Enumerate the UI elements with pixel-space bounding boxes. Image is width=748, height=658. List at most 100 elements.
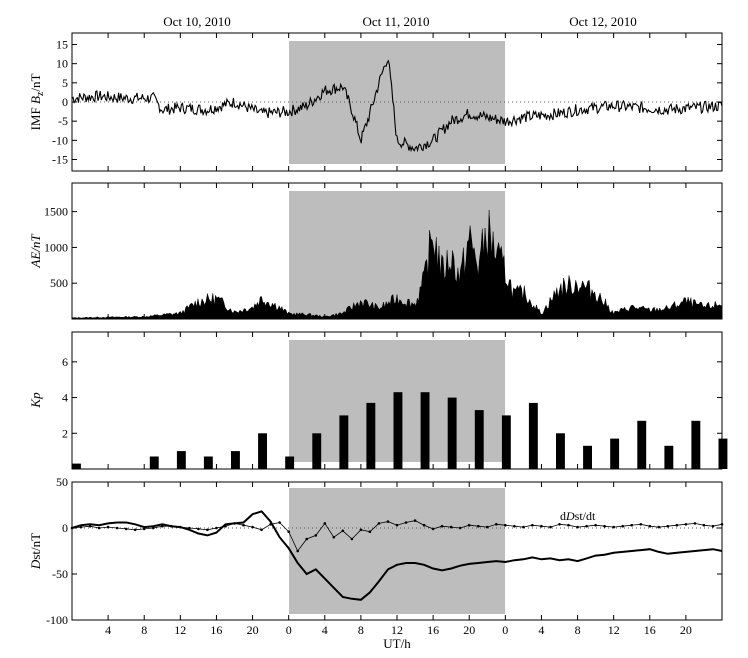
x-tick-label: 20	[463, 623, 475, 637]
ddst-point	[350, 537, 354, 541]
ddst-point	[440, 524, 444, 528]
y-tick-label: 15	[56, 38, 68, 52]
ddst-point	[513, 524, 516, 528]
kp-bar	[149, 456, 159, 469]
x-tick-label: 16	[427, 623, 439, 637]
ddst-point	[486, 525, 489, 529]
kp-bar	[393, 392, 403, 469]
panel-frame-3	[71, 331, 723, 470]
ddst-point	[260, 528, 263, 532]
ddst-point	[170, 524, 173, 528]
x-tick-label: 4	[105, 623, 111, 637]
panel-kp: 6 4 2 Kp	[28, 331, 728, 470]
x-tick-label: 12	[391, 623, 403, 637]
ddst-point	[161, 524, 164, 528]
y-tick-label: 0	[62, 95, 68, 109]
ddst-point	[594, 523, 597, 527]
ddst-point	[585, 524, 588, 528]
x-tick-label: 0	[286, 623, 292, 637]
ddst-point	[179, 525, 182, 529]
panel-frame-4	[71, 481, 723, 621]
ddst-point	[413, 519, 417, 522]
y-tick-label: 6	[62, 355, 68, 369]
panel-imf-bz: 15 10 5 0 -5 -10 -15 IMF Bz/nT	[28, 32, 723, 172]
ddst-point	[711, 524, 715, 528]
ddst-point	[377, 522, 381, 525]
ddst-point	[386, 520, 390, 523]
ddst-point	[495, 523, 498, 526]
x-tick-label: 4	[538, 623, 544, 637]
ddst-point	[206, 528, 209, 532]
kp-bar	[231, 451, 240, 469]
kp-bar	[339, 415, 349, 469]
ddst-point	[314, 534, 318, 537]
ddst-point	[431, 527, 435, 531]
ddst-point	[305, 537, 309, 541]
annotation-D: D	[565, 509, 575, 523]
annotation-d: d	[560, 509, 566, 523]
annotation-ddst-dt: dDst/dt	[560, 509, 596, 523]
kp-bar	[501, 415, 511, 469]
x-tick-label: 8	[141, 623, 147, 637]
y-tick-label: 5	[62, 76, 68, 90]
y-tick-label: 50	[56, 475, 68, 489]
kp-bar	[366, 402, 376, 469]
ddst-point	[404, 521, 408, 524]
ddst-point	[197, 527, 200, 531]
ylabel-dst-italic: D	[28, 559, 43, 570]
ddst-point	[630, 523, 633, 527]
ddst-point	[612, 525, 615, 529]
ddst-point	[621, 524, 624, 528]
x-tick-label: 16	[644, 623, 656, 637]
ddst-point	[458, 526, 462, 530]
ddst-point	[368, 530, 372, 533]
y-tick-label: -100	[46, 613, 68, 627]
y-tick-label: 500	[50, 276, 68, 290]
kp-bar	[72, 463, 81, 469]
ddst-point	[467, 523, 471, 527]
date-label-3: Oct 12, 2010	[569, 14, 637, 29]
ylabel-imf-bz-unit: /nT	[28, 74, 43, 92]
ddst-point	[477, 524, 480, 528]
kp-bar	[718, 438, 728, 469]
kp-bar	[176, 451, 186, 469]
date-label-1: Oct 10, 2010	[163, 14, 231, 29]
ylabel-dst: Dst/nT	[28, 533, 43, 570]
kp-bar	[583, 445, 592, 469]
ddst-point	[242, 523, 245, 527]
x-tick-label: 16	[210, 623, 222, 637]
kp-bar	[203, 456, 213, 469]
ddst-point	[188, 526, 191, 530]
x-tick-label: 4	[322, 623, 328, 637]
ylabel-dst-rest: st/nT	[28, 533, 43, 560]
ddst-point	[702, 523, 706, 527]
ddst-point	[133, 528, 137, 532]
ddst-point	[278, 521, 281, 524]
ddst-point	[251, 525, 254, 529]
ddst-point	[124, 527, 128, 531]
ddst-point	[639, 523, 643, 526]
y-tick-label: -5	[58, 114, 68, 128]
kp-bar	[691, 420, 701, 469]
y-tick-label: 1000	[44, 240, 68, 254]
panel-frame-1	[71, 32, 723, 172]
y-tick-label: -50	[52, 567, 68, 581]
ddst-point	[296, 549, 300, 553]
x-tick-labels: 4 8 12 16 20 0 4 8 12 16 20 0 4 8 12 16 20	[105, 623, 692, 637]
ddst-point	[88, 524, 92, 528]
kp-bar	[420, 392, 430, 469]
ddst-point	[115, 526, 119, 530]
ddst-point	[531, 523, 534, 527]
ylabel-imf-bz-prefix: IMF	[28, 104, 43, 130]
ddst-point	[603, 524, 606, 528]
x-tick-label: 8	[358, 623, 364, 637]
ddst-point	[422, 523, 426, 527]
kp-bar	[312, 433, 322, 469]
x-tick-label: 12	[174, 623, 186, 637]
ddst-point	[567, 523, 570, 527]
ddst-point	[540, 524, 543, 528]
ylabel-imf-bz: IMF Bz/nT	[28, 74, 46, 131]
ddst-point	[558, 523, 561, 526]
x-tick-label: 8	[575, 623, 581, 637]
panel-dst: 500-50-100 Dst/nT dDst/dt	[28, 475, 724, 627]
